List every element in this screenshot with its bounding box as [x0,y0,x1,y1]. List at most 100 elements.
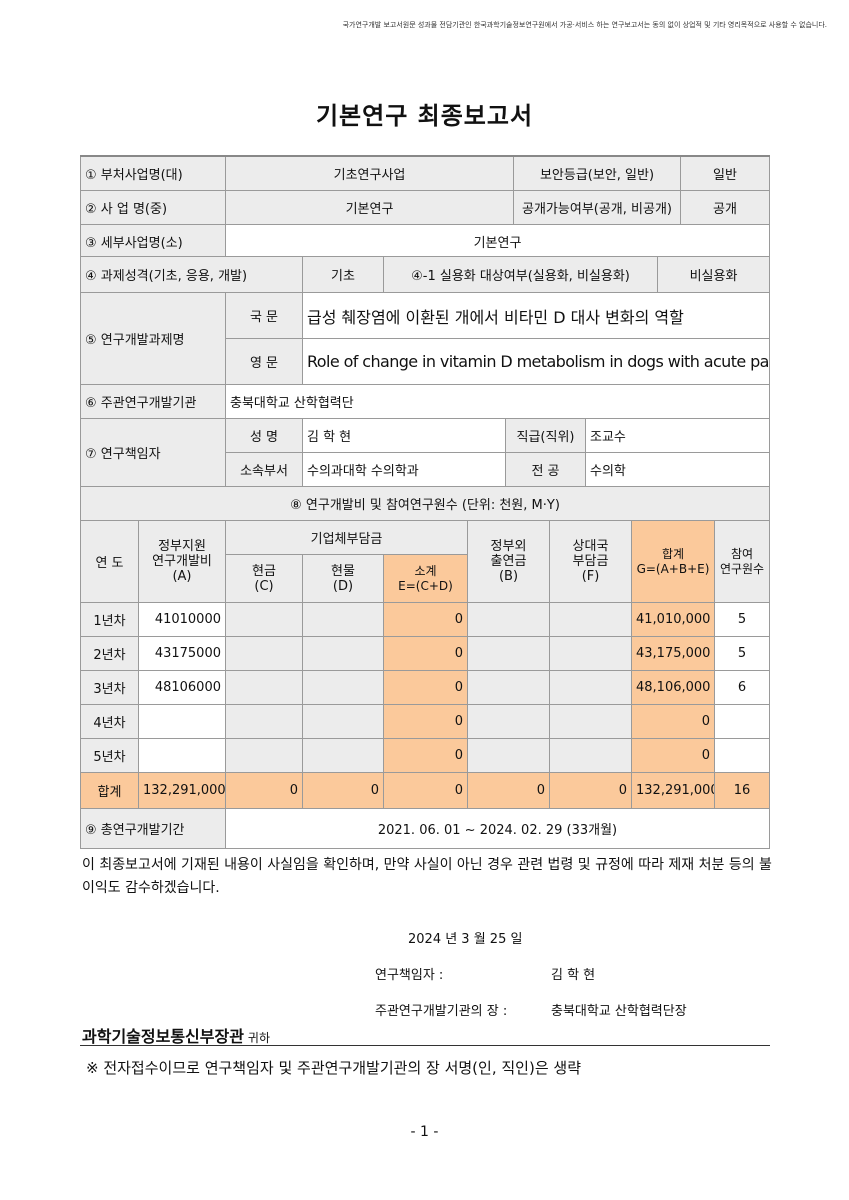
cell-nongov [467,738,550,773]
label-pi-major: 전 공 [505,452,586,487]
cell-gov: 43175000 [138,636,226,671]
page-number: - 1 - [410,1124,439,1140]
label-pi-name: 성 명 [225,418,303,453]
cell-year: 3년차 [80,670,139,705]
cell-gov [138,738,226,773]
english-title: Role of change in vitamin D metabolism i… [301,338,771,385]
value-institution: 충북대학교 산학협력단 [224,384,771,419]
info-table-nature: ④ 과제성격(기초, 응용, 개발) 기초 ④-1 실용화 대상여부(실용화, 비실… [80,256,770,293]
label-task-nature: ④ 과제성격(기초, 응용, 개발) [80,256,303,293]
cell-staff [713,704,771,739]
cell-gov [138,704,226,739]
cell-nongov [467,704,550,739]
info-table-top: ① 부처사업명(대) 기초연구사업 보안등급(보안, 일반) 일반 ② 사 업 명(중… [80,155,770,259]
budget-row: 5년차 0 0 [80,738,771,773]
head-label: 주관연구개발기관의 장 : [375,1004,508,1019]
cell-year: 1년차 [80,602,139,637]
cell-kind [302,636,384,671]
cell-cash [225,738,303,773]
cell-kind: 0 [302,772,384,809]
label-period: ⑨ 총연구개발기간 [80,808,226,849]
cell-cash [225,602,303,637]
pi-label: 연구책임자 : [375,968,444,983]
value-subprogram: 기본연구 [225,223,770,259]
label-program: ② 사 업 명(중) [80,189,226,225]
cell-partner [549,602,632,637]
header-nongov: 정부외 출연금 (B) [467,520,550,603]
cell-gov: 48106000 [138,670,226,705]
cell-total: 0 [631,704,715,739]
cell-sub: 0 [383,704,468,739]
cell-staff: 5 [713,602,771,637]
header-partner: 상대국 부담금 (F) [549,520,632,603]
cell-staff: 6 [713,670,771,705]
label-pi-dept: 소속부서 [225,452,303,487]
cell-nongov: 0 [467,772,550,809]
cell-sub: 0 [383,738,468,773]
budget-heading: ⑧ 연구개발비 및 참여연구원수 (단위: 천원, M·Y) [79,486,771,521]
cell-cash [225,636,303,671]
value-disclosure: 공개 [680,189,770,225]
cell-sub: 0 [383,602,468,637]
cell-kind [302,670,384,705]
value-security: 일반 [680,155,770,191]
label-commercial: ④-1 실용화 대상여부(실용화, 비실용화) [383,256,658,293]
head-name: 충북대학교 산학협력단장 [551,1004,687,1019]
cell-nongov [467,602,550,637]
header-corp: 기업체부담금 [225,520,468,555]
cell-cash [225,704,303,739]
cell-partner [549,636,632,671]
label-institution: ⑥ 주관연구개발기관 [80,384,226,419]
label-disclosure: 공개가능여부(공개, 비공개) [513,189,681,225]
cell-cash: 0 [225,772,303,809]
label-security: 보안등급(보안, 일반) [513,155,681,191]
sign-date: 2024 년 3 월 25 일 [408,932,523,947]
value-period: 2021. 06. 01 ~ 2024. 02. 29 (33개월) [225,808,770,849]
period-table: ⑨ 총연구개발기간 2021. 06. 01 ~ 2024. 02. 29 (33… [80,808,770,849]
page-title: 기본연구 최종보고서 [315,102,534,130]
cell-year: 5년차 [80,738,139,773]
label-pi: ⑦ 연구책임자 [80,418,226,487]
korean-title: 급성 췌장염에 이환된 개에서 비타민 D 대사 변화의 역할 [301,292,771,339]
cell-partner [549,670,632,705]
value-pi-dept: 수의과대학 수의학과 [302,452,506,487]
header-kind: 현물 (D) [302,554,384,603]
cell-kind [302,602,384,637]
label-dept-program: ① 부처사업명(대) [80,155,226,191]
info-table-project: ⑤ 연구개발과제명 국 문 급성 췌장염에 이환된 개에서 비타민 D 대사 변화의… [80,292,771,487]
header-staff: 참여 연구원수 [713,520,771,603]
cell-sub: 0 [383,636,468,671]
value-pi-rank: 조교수 [584,418,771,453]
cell-partner [549,704,632,739]
addressee: 과학기술정보통신부장관 귀하 [82,1023,270,1047]
value-pi-major: 수의학 [584,452,771,487]
budget-row: 2년차 43175000 0 43,175,000 5 [80,636,771,671]
usage-notice: 국가연구개발 보고서원문 성과물 전담기관인 한국과학기술정보연구원에서 가공·… [342,21,827,29]
cell-gov: 41010000 [138,602,226,637]
value-dept-program: 기초연구사업 [225,155,514,191]
budget-row: 3년차 48106000 0 48,106,000 6 [80,670,771,705]
cell-year: 4년차 [80,704,139,739]
divider [80,1045,770,1046]
header-gov: 정부지원 연구개발비 (A) [138,520,226,603]
cell-total: 0 [631,738,715,773]
cell-total: 41,010,000 [631,602,715,637]
cell-total: 48,106,000 [631,670,715,705]
cell-partner: 0 [549,772,632,809]
header-year: 연 도 [80,520,139,603]
budget-row: 4년차 0 0 [80,704,771,739]
cell-staff: 5 [713,636,771,671]
value-commercial: 비실용화 [657,256,770,293]
pi-name: 김 학 현 [551,968,596,983]
label-english-title: 영 문 [225,338,303,385]
label-project-title: ⑤ 연구개발과제명 [80,292,226,385]
value-task-nature: 기초 [302,256,384,293]
label-subprogram: ③ 세부사업명(소) [80,223,226,259]
header-cash: 현금 (C) [225,554,303,603]
cell-nongov [467,636,550,671]
cell-sub: 0 [383,670,468,705]
cell-nongov [467,670,550,705]
cell-kind [302,704,384,739]
value-program: 기본연구 [225,189,514,225]
